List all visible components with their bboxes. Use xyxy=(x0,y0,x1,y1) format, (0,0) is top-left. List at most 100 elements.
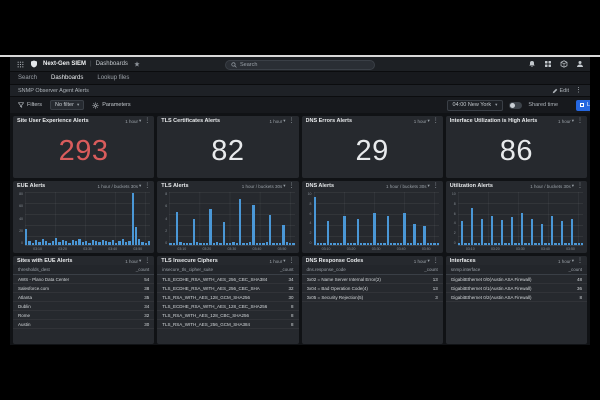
chart-bar xyxy=(98,242,101,245)
panel-time-range[interactable]: 1 hour ▾ xyxy=(557,258,574,264)
edit-button[interactable]: Edit xyxy=(552,88,569,94)
bar-chart: 8 6 4 2 0 03:10 03:20 03:30 03:40 03:50 xyxy=(157,190,298,253)
packages-cube-icon[interactable] xyxy=(559,59,569,69)
global-search-input[interactable]: Search xyxy=(225,59,375,70)
panel-time-range[interactable]: 1 hour ▾ xyxy=(557,118,574,124)
panel-time-range[interactable]: 1 hour ▾ xyxy=(413,258,430,264)
chart-bar xyxy=(547,243,550,245)
apps-grid-icon[interactable] xyxy=(543,59,553,69)
table-row[interactable]: TLS_ECDHE_RSA_WITH_AES_128_CBC_SHA256 8 xyxy=(157,302,299,311)
chart-bar xyxy=(481,218,484,245)
panel-time-range[interactable]: 1 hour ▾ xyxy=(269,118,286,124)
panel-time-range[interactable]: 1 hour ▾ xyxy=(269,258,286,264)
chart-bar xyxy=(222,221,225,245)
kebab-menu-icon[interactable]: ⋮ xyxy=(144,183,151,189)
chart-bar xyxy=(457,243,461,245)
kebab-menu-icon[interactable]: ⋮ xyxy=(288,258,295,264)
panel-time-range[interactable]: 1 hour / buckets 30s ▾ xyxy=(530,183,574,189)
kebab-menu-icon[interactable]: ⋮ xyxy=(577,183,583,189)
filters-button[interactable]: Filters xyxy=(18,102,42,108)
column-header[interactable]: snmp.interface xyxy=(450,267,481,272)
panel-time-range[interactable]: 1 hour ▾ xyxy=(125,118,142,124)
kebab-menu-icon[interactable]: ⋮ xyxy=(432,258,439,264)
kebab-menu-icon[interactable]: ⋮ xyxy=(577,258,583,264)
kebab-menu-icon[interactable]: ⋮ xyxy=(144,118,151,124)
panel-time-range[interactable]: 1 hour ▾ xyxy=(413,118,430,124)
tab-lookup-files[interactable]: Lookup files xyxy=(97,75,130,81)
shared-time-toggle[interactable] xyxy=(509,101,523,109)
table-row[interactable]: Rome 32 xyxy=(13,311,155,320)
tab-dashboards[interactable]: Dashboards xyxy=(51,75,84,81)
table-row[interactable]: TLS_RSA_WITH_AES_256_GCM_SHA384 8 xyxy=(157,320,299,329)
table-row[interactable]: Austin 30 xyxy=(13,320,155,329)
column-header[interactable]: dns.response_code xyxy=(306,267,346,272)
kebab-menu-icon[interactable]: ⋮ xyxy=(144,258,151,264)
no-filter-dropdown[interactable]: No filter ▾ xyxy=(49,100,85,110)
chevron-down-icon: ▾ xyxy=(138,118,142,123)
column-header[interactable]: _count xyxy=(424,267,438,272)
table-row[interactable]: Dublin 34 xyxy=(13,302,155,311)
table-cell-count: 30 xyxy=(288,294,294,300)
table-row[interactable]: Atlanta 35 xyxy=(13,293,155,302)
account-person-icon[interactable] xyxy=(575,59,585,69)
kebab-menu-icon[interactable]: ⋮ xyxy=(432,183,439,189)
table-row[interactable]: 0x05 = Security Rejection(5) 3 xyxy=(301,293,443,302)
column-header[interactable]: _count xyxy=(568,267,582,272)
tab-search[interactable]: Search xyxy=(18,75,38,81)
column-header[interactable]: _count xyxy=(135,267,150,272)
table-row[interactable]: Salesforce.com 38 xyxy=(13,284,155,293)
notifications-bell-icon[interactable] xyxy=(527,59,537,69)
kebab-menu-icon[interactable]: ⋮ xyxy=(577,118,583,124)
parameters-button[interactable]: Parameters xyxy=(92,101,131,109)
column-header[interactable]: insecure_tls_cipher_suite xyxy=(162,267,214,272)
table-row[interactable]: AWS - Plano Data Center 54 xyxy=(13,275,155,284)
table-row[interactable]: TLS_ECDHE_RSA_WITH_AES_256_CBC_SHA384 34 xyxy=(157,275,299,284)
y-tick-label: 0 xyxy=(453,240,456,245)
chevron-down-icon: ▾ xyxy=(427,183,430,188)
table-row[interactable]: GigabitEthernet 0/0(Austin ASA Firewall)… xyxy=(445,275,587,284)
time-range-selector[interactable]: 04:00 New York ▾ xyxy=(446,99,504,111)
table-row[interactable]: 0x02 = Name Server Internal Error(2) 13 xyxy=(301,275,443,284)
kebab-menu-icon[interactable]: ⋮ xyxy=(288,183,295,189)
chart-bar xyxy=(494,243,497,245)
panel-time-range[interactable]: 1 hour / buckets 30s ▾ xyxy=(241,183,286,189)
chevron-down-icon: ▾ xyxy=(495,102,498,107)
chart-bar xyxy=(265,242,269,245)
favorite-star-icon[interactable] xyxy=(132,59,142,69)
panel-time-range[interactable]: 1 hour ▾ xyxy=(125,258,142,264)
kebab-menu-icon[interactable]: ⋮ xyxy=(288,118,295,124)
chart-bar xyxy=(179,242,182,245)
kebab-menu-icon[interactable]: ⋮ xyxy=(432,118,439,124)
column-header[interactable]: thresholds_dest xyxy=(18,267,50,272)
panel-time-range[interactable]: 1 hour / buckets 30s ▾ xyxy=(97,183,142,189)
table-row[interactable]: TLS_RSA_WITH_AES_128_GCM_SHA256 30 xyxy=(157,293,299,302)
app-launcher-icon[interactable] xyxy=(15,59,25,69)
table-row[interactable]: GigabitEthernet 0/2(Austin ASA Firewall)… xyxy=(445,293,587,302)
funnel-icon xyxy=(18,102,24,108)
chart-bar xyxy=(550,215,554,245)
table-row[interactable]: TLS_ECDHE_RSA_WITH_AES_256_CBC_SHA 32 xyxy=(157,284,299,293)
live-button[interactable]: Live xyxy=(576,99,590,111)
chart-bar xyxy=(212,243,215,245)
chart-bar xyxy=(78,238,81,245)
table-cell-count: 36 xyxy=(576,285,582,291)
chart-bar xyxy=(410,243,413,245)
table-row[interactable]: GigabitEthernet 0/1(Austin ASA Firewall)… xyxy=(445,284,587,293)
chart-bar xyxy=(108,242,111,245)
chart-bar xyxy=(225,243,229,245)
panel-title: Interfaces xyxy=(449,258,476,264)
table-row[interactable]: 0x04 = Bad Operation Code(4) 13 xyxy=(301,284,443,293)
kebab-menu-icon[interactable]: ⋮ xyxy=(575,87,582,94)
table-cell-name: Austin xyxy=(18,321,31,327)
dashboard-title-row: SNMP Observer Agent Alerts Edit ⋮ xyxy=(10,85,590,97)
y-tick-label: 0 xyxy=(21,241,23,245)
chart-bar xyxy=(199,243,202,245)
table-row[interactable]: TLS_RSA_WITH_AES_128_CBC_SHA256 8 xyxy=(157,311,299,320)
table-cell-name: GigabitEthernet 0/1(Austin ASA Firewall) xyxy=(450,285,532,291)
nav-section-label[interactable]: Dashboards xyxy=(95,61,128,67)
panel-time-range[interactable]: 1 hour / buckets 30s ▾ xyxy=(385,183,430,189)
chart-bar xyxy=(38,242,41,245)
chart-bar xyxy=(366,243,370,245)
column-header[interactable]: _count xyxy=(279,267,294,272)
bar-chart: 10 8 6 4 2 0 03:10 03:20 03:30 03:40 03:50 xyxy=(302,190,443,253)
